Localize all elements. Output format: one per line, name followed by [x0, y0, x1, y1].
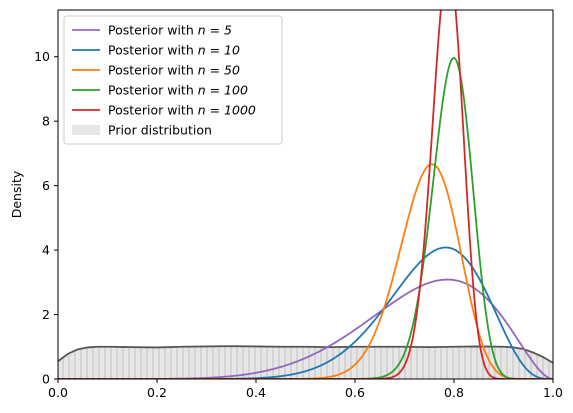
y-tick-label: 6 [42, 178, 50, 193]
legend-swatch-prior [72, 125, 100, 135]
legend-label-prior: Prior distribution [108, 123, 212, 138]
legend-label-1: Posterior with n = 10 [108, 43, 240, 58]
legend-label-2: Posterior with n = 50 [108, 63, 240, 78]
x-axis: 0.0 0.2 0.4 0.6 0.8 1.0 [48, 379, 563, 400]
x-tick-label: 0.0 [48, 385, 68, 400]
y-axis: 0 2 4 6 8 10 [34, 49, 58, 387]
y-tick-label: 2 [42, 307, 50, 322]
y-axis-label: Density [9, 170, 24, 218]
legend: Posterior with n = 5 Posterior with n = 1… [63, 15, 283, 145]
series-line-4 [58, 10, 553, 379]
series-line-3 [58, 57, 553, 379]
x-tick-label: 0.6 [345, 385, 365, 400]
prior-distribution-area [58, 346, 553, 379]
legend-label-0: Posterior with n = 5 [108, 23, 232, 38]
x-tick-label: 1.0 [543, 385, 563, 400]
y-tick-label: 4 [42, 243, 50, 258]
x-tick-label: 0.4 [246, 385, 266, 400]
prior-layer [58, 345, 553, 379]
series-line-1 [58, 246, 553, 379]
legend-label-4: Posterior with n = 1000 [108, 103, 256, 118]
y-tick-label: 0 [42, 372, 50, 387]
y-tick-label: 8 [42, 114, 50, 129]
plot-frame [57, 9, 554, 380]
legend-label-3: Posterior with n = 100 [108, 83, 248, 98]
x-tick-label: 0.8 [444, 385, 464, 400]
y-tick-label: 10 [34, 49, 50, 64]
legend-box [63, 15, 283, 145]
x-tick-label: 0.2 [147, 385, 167, 400]
prior-distribution-line [58, 345, 553, 364]
